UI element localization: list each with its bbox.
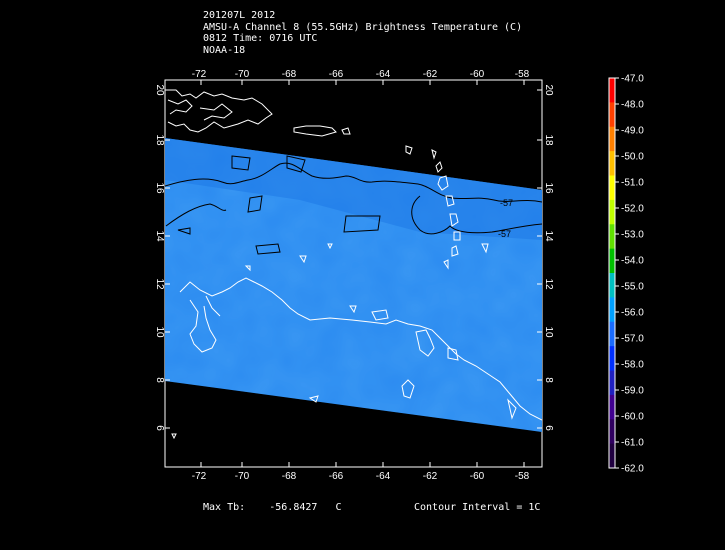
lat-left-label: 12 — [154, 278, 165, 290]
lat-right-label: 16 — [543, 182, 554, 194]
contour-interval-label: Contour Interval = 1C — [414, 502, 541, 513]
lat-right-label: 14 — [543, 230, 554, 242]
colorbar-label: -48.0 — [621, 100, 644, 111]
swath-north-band — [165, 138, 542, 240]
lon-axis-top — [200, 80, 525, 85]
colorbar-swatch — [609, 443, 615, 469]
colorbar-swatch — [609, 126, 615, 152]
lon-bottom-label: -68 — [282, 471, 297, 482]
lat-right-label: 20 — [543, 84, 554, 96]
contour-label-1: -57 — [500, 198, 513, 208]
lat-axis-right — [537, 89, 542, 429]
colorbar-label: -52.0 — [621, 204, 644, 215]
contour-label-2: -57 — [498, 229, 511, 239]
lon-top-label: -66 — [329, 69, 344, 80]
colorbar-label: -57.0 — [621, 334, 644, 345]
colorbar-swatch — [609, 151, 615, 176]
lon-bottom-label: -66 — [329, 471, 344, 482]
lon-top-label: -62 — [423, 69, 438, 80]
lon-bottom-label: -62 — [423, 471, 438, 482]
lat-left-label: 16 — [154, 182, 165, 194]
lat-right-label: 8 — [543, 377, 554, 383]
date-time-label: 0812 Time: 0716 UTC — [203, 33, 318, 44]
colorbar-swatch — [609, 102, 615, 128]
colorbar: -47.0 -48.0 -49.0 -50.0 -51.0 -52.0 -53.0 -54.0… — [608, 74, 644, 475]
colorbar-label: -56.0 — [621, 308, 644, 319]
colorbar-swatch — [609, 321, 615, 347]
colorbar-label: -60.0 — [621, 412, 644, 423]
channel-title: AMSU-A Channel 8 (55.5GHz) Brightness Te… — [203, 21, 523, 33]
storm-id-label: 201207L 2012 — [203, 10, 276, 21]
lon-top-label: -70 — [235, 69, 250, 80]
colorbar-swatch — [609, 297, 615, 323]
lat-right-label: 10 — [543, 326, 554, 338]
max-tb-value: -56.8427 — [269, 502, 318, 513]
lat-right-label: 6 — [543, 425, 554, 431]
lon-axis-bottom — [200, 462, 525, 467]
lat-left-label: 6 — [154, 425, 165, 431]
colorbar-swatch — [609, 394, 615, 420]
lon-top-label: -60 — [470, 69, 485, 80]
lon-top-label: -58 — [515, 69, 530, 80]
satellite-label: NOAA-18 — [203, 44, 246, 56]
colorbar-label: -54.0 — [621, 256, 644, 267]
colorbar-swatch — [609, 224, 615, 250]
colorbar-swatch — [609, 78, 615, 103]
colorbar-label: -49.0 — [621, 126, 644, 137]
lat-left-label: 10 — [154, 326, 165, 338]
colorbar-swatch — [609, 346, 615, 371]
colorbar-swatch — [609, 419, 615, 445]
colorbar-swatch — [609, 248, 615, 274]
lon-bottom-label: -70 — [235, 471, 250, 482]
lon-top-label: -68 — [282, 69, 297, 80]
lon-top-label: -72 — [192, 69, 207, 80]
max-tb-unit: C — [335, 502, 342, 513]
lon-bottom-label: -64 — [376, 471, 391, 482]
lat-left-label: 14 — [154, 230, 165, 242]
colorbar-label: -61.0 — [621, 438, 644, 449]
plot-title-block: 201207L 2012 AMSU-A Channel 8 (55.5GHz) … — [203, 10, 522, 56]
lon-bottom-label: -72 — [192, 471, 207, 482]
colorbar-label: -59.0 — [621, 386, 644, 397]
colorbar-label: -58.0 — [621, 360, 644, 371]
lat-left-label: 8 — [154, 377, 165, 383]
colorbar-swatch — [609, 273, 615, 298]
colorbar-swatch — [609, 175, 615, 201]
colorbar-label: -50.0 — [621, 152, 644, 163]
coastlines — [166, 89, 542, 440]
colorbar-swatch — [609, 199, 615, 225]
lat-left-label: 18 — [154, 134, 165, 146]
lon-top-label: -64 — [376, 69, 391, 80]
lon-bottom-label: -60 — [470, 471, 485, 482]
colorbar-frame — [608, 77, 616, 469]
colorbar-label: -51.0 — [621, 178, 644, 189]
lat-axis-left — [165, 89, 170, 429]
colorbar-label: -62.0 — [621, 464, 644, 475]
max-tb-readout: Max Tb: -56.8427 C — [203, 502, 342, 513]
lon-bottom-label: -58 — [515, 471, 530, 482]
lat-right-label: 18 — [543, 134, 554, 146]
colorbar-label: -55.0 — [621, 282, 644, 293]
colorbar-label: -47.0 — [621, 74, 644, 85]
colorbar-swatch — [609, 370, 615, 396]
lat-right-label: 12 — [543, 278, 554, 290]
contour-lines — [165, 155, 542, 255]
lat-left-label: 20 — [154, 84, 165, 96]
colorbar-label: -53.0 — [621, 230, 644, 241]
max-tb-label: Max Tb: — [203, 502, 246, 513]
